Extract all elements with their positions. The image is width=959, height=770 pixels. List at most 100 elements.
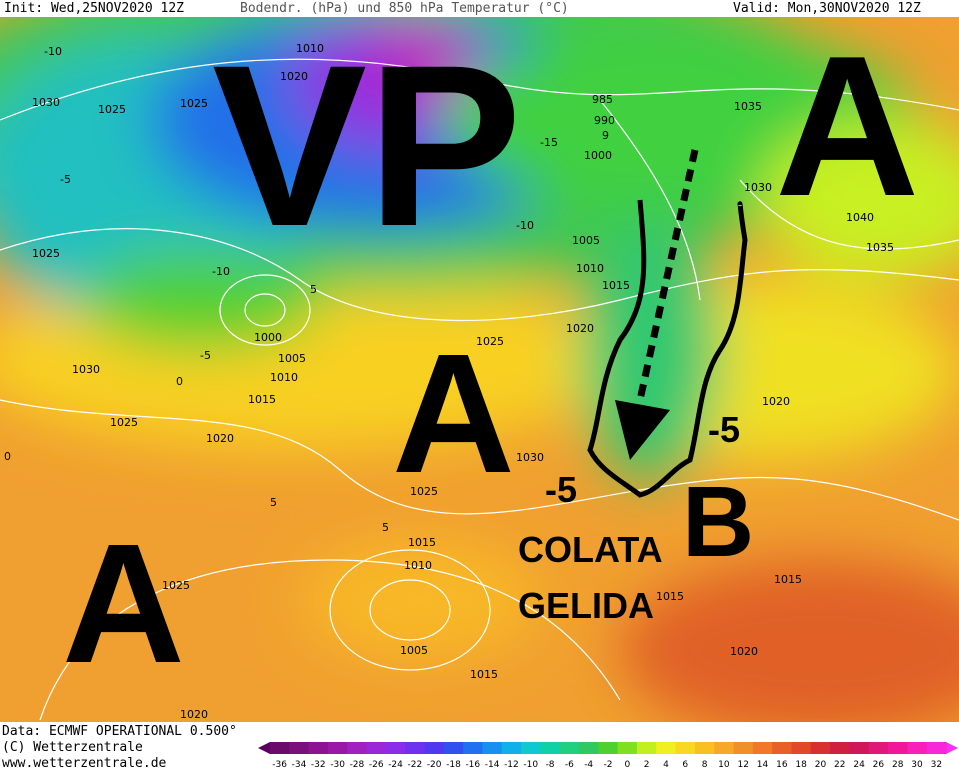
isobar-label: 1020: [206, 432, 234, 445]
isobar-label: 1020: [762, 395, 790, 408]
colorbar-tick: 4: [663, 760, 669, 770]
colorbar-tick: 30: [911, 760, 923, 770]
isobar-label: 1025: [162, 579, 190, 592]
isobar-label: 990: [594, 114, 615, 127]
isobar-label: 1025: [110, 416, 138, 429]
color-swatch: [675, 742, 696, 754]
color-swatch: [868, 742, 889, 754]
map-title: Bodendr. (hPa) und 850 hPa Temperatur (°…: [240, 1, 569, 16]
init-time: Init: Wed,25NOV2020 12Z: [4, 1, 184, 16]
isobar-label: 1020: [180, 708, 208, 721]
colorbar-tick: -4: [584, 760, 593, 770]
isotherm-label: 0: [4, 450, 11, 463]
label-high: A: [62, 509, 185, 699]
color-swatch: [308, 742, 329, 754]
color-swatch: [521, 742, 541, 754]
colorbar-end: [258, 742, 270, 754]
isobar-label: 1000: [584, 149, 612, 162]
isobar-label: 1010: [576, 262, 604, 275]
colorbar-tick: -14: [485, 760, 500, 770]
label-low: B: [682, 466, 754, 578]
color-swatch: [830, 742, 850, 754]
isobar-label: 1015: [656, 590, 684, 603]
isobar-label: 1005: [572, 234, 600, 247]
colorbar-tick: -28: [350, 760, 365, 770]
isobar-label: 1015: [602, 279, 630, 292]
isobar-label: 1025: [410, 485, 438, 498]
label-high: A: [775, 15, 919, 238]
color-swatch: [424, 742, 445, 754]
label-high: A: [392, 319, 515, 509]
colorbar-tick: 26: [873, 760, 885, 770]
colorbar-tick: 32: [931, 760, 942, 770]
isobar-label: 985: [592, 93, 613, 106]
isobar-label: 1025: [98, 103, 126, 116]
cold-pool-outline: [587, 199, 748, 498]
color-swatch: [926, 742, 947, 754]
color-swatch: [791, 742, 812, 754]
colorbar-tick: -16: [465, 760, 480, 770]
label-vp: VP: [212, 17, 522, 274]
colorbar-tick: 18: [795, 760, 807, 770]
color-swatch: [347, 742, 368, 754]
colorbar-tick: 2: [644, 760, 650, 770]
isobar-label: 1025: [180, 97, 208, 110]
isobar-label: 1020: [566, 322, 594, 335]
colorbar-tick: -24: [388, 760, 403, 770]
color-swatch: [482, 742, 503, 754]
colorbar-tick: 24: [853, 760, 865, 770]
isobar-label: 1015: [408, 536, 436, 549]
colorbar-tick: -6: [565, 760, 574, 770]
isotherm-label: -10: [516, 219, 534, 232]
colorbar-tick: 6: [682, 760, 688, 770]
annotations: VP A A A B -5 -5 COLATA GELIDA: [62, 15, 919, 699]
colorbar: -36 -34 -32 -30 -28 -26 -24 -22 -20 -18 -16 -14 -12-…: [258, 742, 958, 770]
url: www.wetterzentrale.de: [2, 756, 167, 770]
colorbar-tick: -34: [292, 760, 307, 770]
color-swatch: [810, 742, 831, 754]
caption: COLATA: [518, 529, 663, 570]
isobar-label: 1010: [404, 559, 432, 572]
color-swatch: [598, 742, 619, 754]
color-swatch: [888, 742, 908, 754]
isobar-label: 1005: [400, 644, 428, 657]
isobar-label: 1020: [730, 645, 758, 658]
colorbar-tick: -26: [369, 760, 384, 770]
color-swatch: [733, 742, 754, 754]
label-temp: -5: [545, 469, 577, 510]
isobar-label: 1000: [254, 331, 282, 344]
colorbar-tick: -36: [272, 760, 287, 770]
isotherm-label: -15: [540, 136, 558, 149]
isotherm-label: 5: [270, 496, 277, 509]
colorbar-tick: 22: [834, 760, 845, 770]
colorbar-tick: -8: [546, 760, 555, 770]
data-source: Data: ECMWF OPERATIONAL 0.500°: [2, 724, 237, 739]
colorbar-end: [946, 742, 958, 754]
color-swatch: [443, 742, 464, 754]
color-swatch: [540, 742, 561, 754]
isobar-label: 1015: [248, 393, 276, 406]
isobar-label: 1020: [280, 70, 308, 83]
colorbar-tick: -18: [446, 760, 461, 770]
isobar-label: 9: [602, 129, 609, 142]
color-swatch: [559, 742, 580, 754]
colorbar-tick: 0: [624, 760, 630, 770]
colorbar-tick: -12: [504, 760, 519, 770]
isotherm-label: 0: [176, 375, 183, 388]
isobars: [0, 58, 959, 721]
isobar-label: 1035: [734, 100, 762, 113]
isobar-label: 1030: [744, 181, 772, 194]
color-swatch: [501, 742, 522, 754]
color-swatch: [617, 742, 638, 754]
colorbar-tick: -20: [427, 760, 442, 770]
colorbar-tick: 10: [718, 760, 730, 770]
color-swatch: [327, 742, 348, 754]
color-swatch: [579, 742, 599, 754]
color-swatch: [694, 742, 715, 754]
isotherm-label: -10: [44, 45, 62, 58]
cold-advection-arrow: [615, 149, 699, 460]
colorbar-tick: -30: [330, 760, 345, 770]
color-swatch: [849, 742, 870, 754]
color-swatch: [289, 742, 310, 754]
